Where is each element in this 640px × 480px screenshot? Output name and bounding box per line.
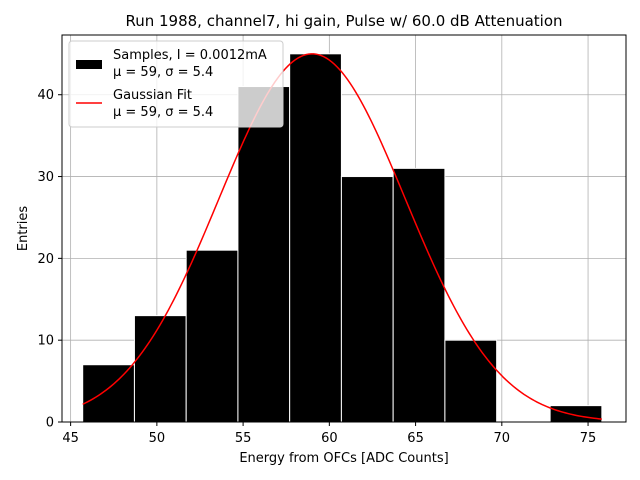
histogram-bar	[392, 167, 446, 423]
y-tick-label: 30	[37, 170, 54, 185]
x-tick-label: 70	[494, 431, 511, 446]
legend-fit-label: Gaussian Fit	[113, 88, 192, 103]
chart-title: Run 1988, channel7, hi gain, Pulse w/ 60…	[125, 12, 562, 30]
histogram-bars	[82, 53, 603, 423]
histogram-bar	[289, 53, 342, 423]
histogram-bar	[133, 315, 187, 423]
y-tick-label: 40	[37, 88, 54, 103]
histogram-bar	[549, 405, 603, 423]
legend-samples-stats: μ = 59, σ = 5.4	[113, 65, 213, 80]
axis-ticks: 45 50 55 60 65 70 75 0 10 20 30 40	[37, 88, 596, 446]
y-tick-label: 10	[37, 334, 54, 349]
x-tick-label: 75	[580, 431, 597, 446]
legend-swatch-samples	[76, 60, 102, 69]
y-tick-label: 0	[46, 416, 54, 431]
x-tick-label: 45	[62, 431, 79, 446]
x-axis-label: Energy from OFCs [ADC Counts]	[239, 451, 448, 466]
plot-frame	[61, 34, 627, 423]
legend-fit-stats: μ = 59, σ = 5.4	[113, 105, 213, 120]
y-axis-label: Entries	[16, 206, 31, 252]
histogram-bar	[185, 249, 239, 423]
legend-box	[68, 40, 284, 128]
x-tick-label: 60	[321, 431, 338, 446]
x-tick-label: 55	[235, 431, 252, 446]
histogram-bar	[340, 176, 394, 423]
histogram-bar	[444, 339, 498, 423]
x-tick-label: 50	[149, 431, 166, 446]
histogram-bar	[82, 364, 135, 423]
legend: Samples, I = 0.0012mA μ = 59, σ = 5.4 Ga…	[68, 40, 284, 128]
x-tick-label: 65	[407, 431, 424, 446]
y-tick-label: 20	[37, 252, 54, 267]
legend-samples-label: Samples, I = 0.0012mA	[113, 48, 267, 63]
gaussian-fit-curve	[82, 53, 602, 420]
